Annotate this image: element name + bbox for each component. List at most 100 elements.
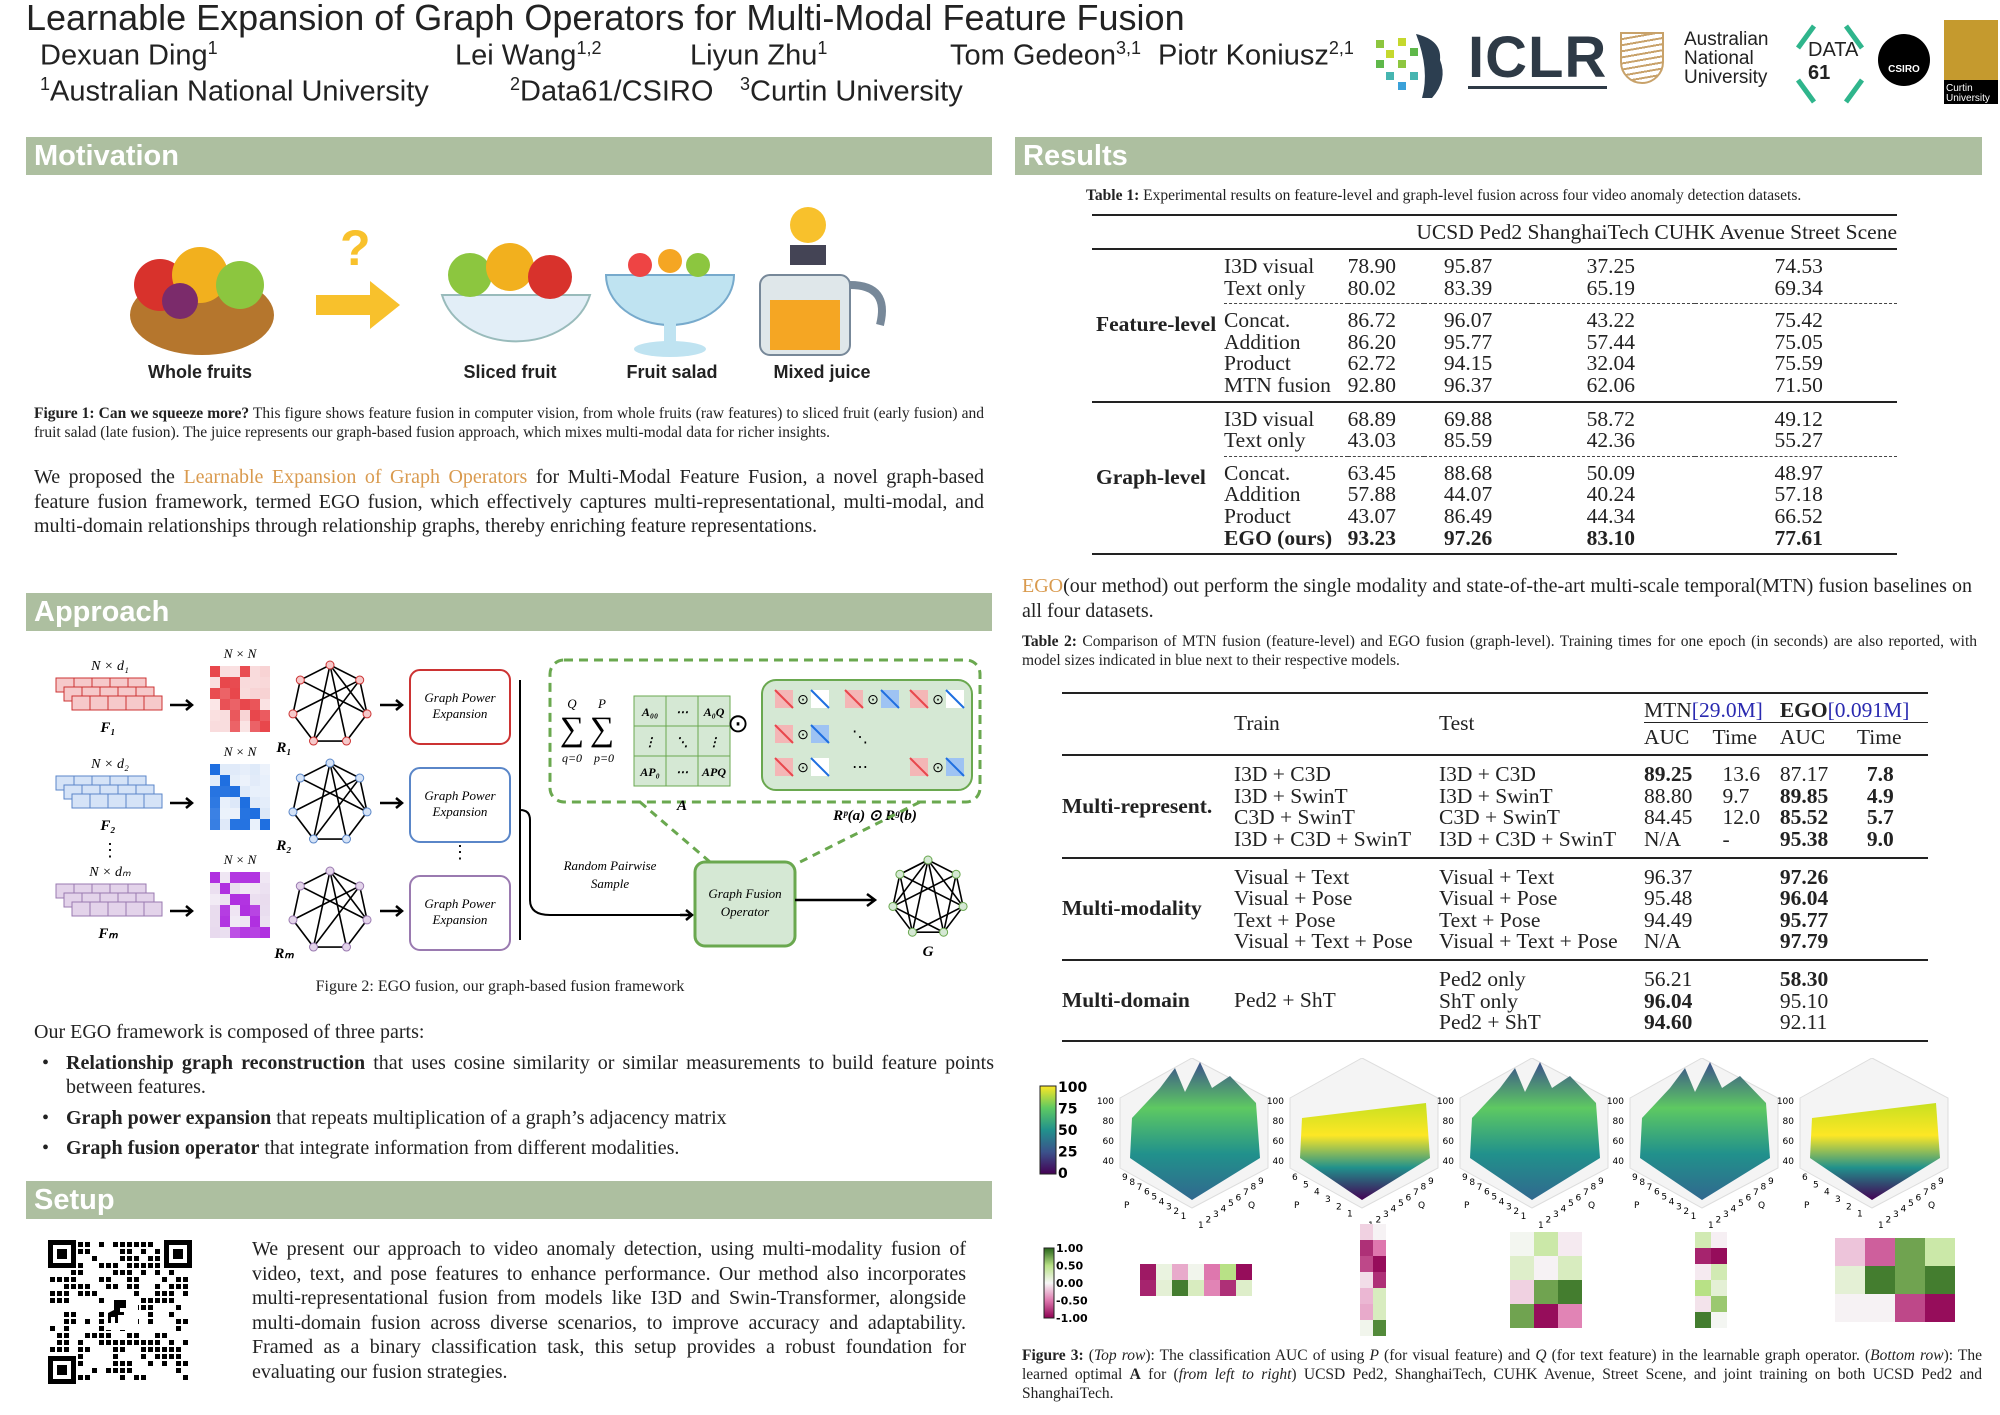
- qr-module: [127, 1242, 132, 1247]
- table-row: Concat. 86.72 96.07 43.22 75.42: [1092, 303, 1897, 333]
- qr-module: [85, 1375, 90, 1380]
- graph-edge: [329, 762, 368, 813]
- figure3-caption-part: (for visual feature) and: [1378, 1347, 1536, 1364]
- a-matrix-cell: [633, 755, 667, 787]
- q-tick: 9: [1258, 1177, 1264, 1187]
- gpe-label: Expansion: [432, 804, 488, 819]
- weight-cell: [1373, 1304, 1386, 1320]
- adjacency-cell: [240, 721, 250, 732]
- test-cell: I3D + SwinT: [1439, 783, 1553, 808]
- weight-cell: [1510, 1304, 1534, 1328]
- feature-cell: [71, 695, 91, 711]
- z-tick: 60: [1273, 1137, 1285, 1147]
- weight-cell: [1373, 1240, 1386, 1256]
- p-tick: 5: [1661, 1193, 1667, 1203]
- auc-surface: [1470, 1062, 1600, 1200]
- adjacency-cell: [230, 677, 240, 688]
- qr-code[interactable]: [48, 1240, 192, 1384]
- juicer: [759, 207, 886, 356]
- z-tick: 40: [1443, 1157, 1455, 1167]
- value-cell: 92.11: [1779, 1010, 1828, 1035]
- dino-icon: [108, 1300, 126, 1323]
- table2-header-row: Train Test MTN[29.0M] EGO[0.091M]: [1062, 693, 1928, 734]
- q-tick: 6: [1916, 1194, 1922, 1204]
- qr-module: [169, 1298, 174, 1303]
- figure3-caption-part: P: [1369, 1347, 1379, 1364]
- qr-module: [134, 1291, 139, 1296]
- q-axis-label: Q: [1248, 1201, 1255, 1211]
- diag: [945, 757, 965, 777]
- qr-module: [85, 1284, 90, 1289]
- p-tick: 2: [1336, 1202, 1342, 1212]
- bullet-item: Graph power expansion that repeats multi…: [34, 1106, 994, 1131]
- subheader-cell: AUC: [1644, 724, 1690, 749]
- adjacency-cell: [260, 721, 270, 732]
- p-tick: 5: [1491, 1193, 1497, 1203]
- arrow-icon: [795, 893, 878, 907]
- qr-module: [64, 1298, 69, 1303]
- value-cell: [1712, 858, 1779, 889]
- a-matrix-entry: A₀₀: [641, 705, 658, 719]
- value-cell: 84.45: [1644, 805, 1693, 830]
- colorbar-tick: 25: [1058, 1145, 1077, 1161]
- value-cell: 69.34: [1774, 275, 1823, 300]
- adjacency-cell: [210, 797, 220, 808]
- adjacency-cell: [210, 699, 220, 710]
- qr-module: [155, 1249, 160, 1254]
- affil-index: 3: [740, 74, 751, 94]
- graph-node: [923, 855, 933, 865]
- qr-module: [99, 1263, 104, 1268]
- weight-cell: [1835, 1266, 1865, 1294]
- author-affil-index: 1: [817, 38, 828, 58]
- adjacency-cell: [220, 677, 230, 688]
- q-tick: 8: [1421, 1183, 1427, 1193]
- adjacency-cell: [250, 786, 260, 797]
- weight-cell: [1360, 1304, 1373, 1320]
- qr-module: [148, 1347, 153, 1352]
- weight-cell: [1236, 1280, 1252, 1296]
- table-row: Addition 57.88 44.07 40.24 57.18: [1092, 484, 1897, 506]
- z-tick: 40: [1103, 1157, 1115, 1167]
- feature-cell: [143, 793, 163, 809]
- adjacency-cell: [210, 905, 220, 916]
- feature-cell: [71, 793, 91, 809]
- diag: [774, 724, 794, 744]
- sum-q: Q: [567, 696, 577, 711]
- weight-cell: [1711, 1280, 1727, 1296]
- graph-edge: [892, 859, 929, 907]
- para-text: We proposed the: [34, 466, 184, 488]
- qr-module: [169, 1312, 174, 1317]
- colorbar-tick: 100: [1058, 1080, 1087, 1096]
- qr-module: [57, 1347, 62, 1352]
- q-tick: 2: [1206, 1216, 1212, 1226]
- qr-module: [71, 1284, 76, 1289]
- hadamard-icon: ⊙: [867, 693, 879, 708]
- colorbar-tick: 75: [1058, 1102, 1077, 1118]
- qr-module: [78, 1263, 83, 1268]
- subheader-cell: AUC: [1779, 724, 1826, 749]
- qr-module: [99, 1277, 104, 1282]
- q-tick: 7: [1413, 1188, 1419, 1198]
- graph-edge: [299, 885, 368, 921]
- figure2-caption: Figure 2: EGO fusion, our graph-based fu…: [315, 978, 685, 995]
- adjacency-cell: [220, 710, 230, 721]
- z-tick: 40: [1783, 1157, 1795, 1167]
- adjacency-cell: [210, 764, 220, 775]
- qr-module: [134, 1277, 139, 1282]
- anu-logo: Australian National University: [1684, 29, 1769, 88]
- bullet-item: Graph fusion operator that integrate inf…: [34, 1136, 994, 1161]
- value-cell: 95.38: [1779, 826, 1829, 851]
- qr-module: [106, 1284, 111, 1289]
- qr-module: [127, 1361, 132, 1366]
- adjacency-cell: [250, 905, 260, 916]
- graph-edge: [899, 873, 964, 908]
- train-cell: I3D + C3D: [1234, 762, 1331, 787]
- method-cell: Concat.: [1224, 308, 1291, 333]
- qr-module: [113, 1284, 118, 1289]
- hadamard-icon: ⊙: [932, 693, 944, 708]
- qr-module: [64, 1277, 69, 1282]
- qr-module: [71, 1319, 76, 1324]
- table2-caption-label: Table 2:: [1022, 633, 1077, 650]
- weight-cell: [1925, 1266, 1955, 1294]
- train-cell: Ped2 + ShT: [1234, 987, 1336, 1012]
